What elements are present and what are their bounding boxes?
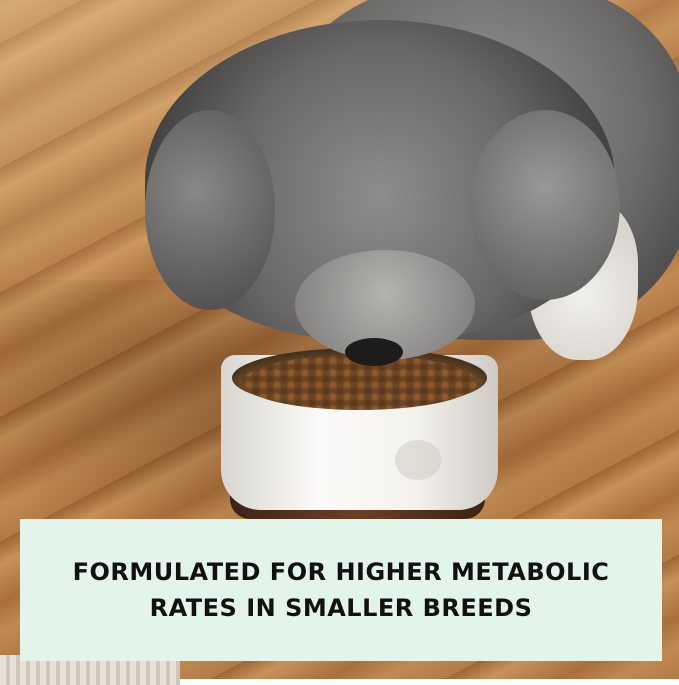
caption-line-2: RATES IN SMALLER BREEDS (149, 594, 533, 622)
paw-print-icon (395, 440, 441, 480)
dog-ear-left (145, 110, 275, 310)
caption-line-1: FORMULATED FOR HIGHER METABOLIC (72, 554, 610, 590)
dog-nose (345, 338, 403, 366)
caption-banner: FORMULATED FOR HIGHER METABOLIC RATES IN… (20, 519, 662, 661)
caption-highlight-word: FORMULATED (72, 558, 261, 586)
dog-ear-right (470, 110, 620, 300)
caption-line-1-rest: FOR HIGHER METABOLIC (260, 558, 610, 586)
